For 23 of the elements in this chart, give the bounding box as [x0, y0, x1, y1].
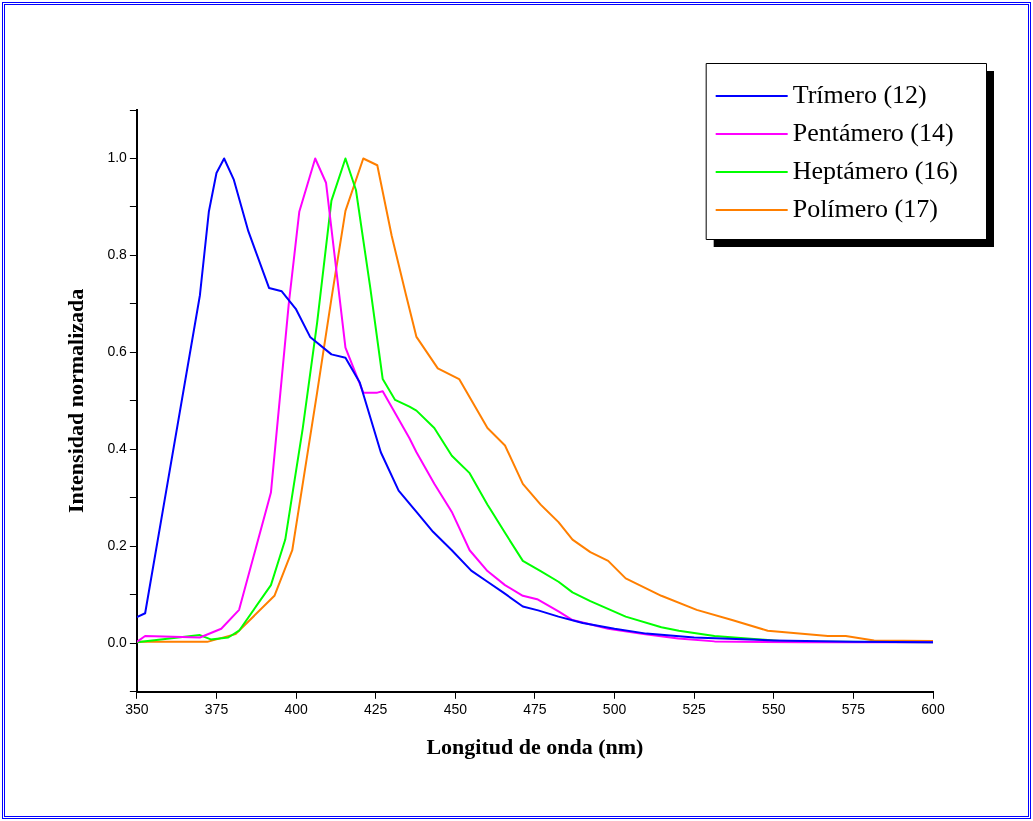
legend-label: Pentámero (14) — [792, 117, 954, 147]
legend-label: Trímero (12) — [792, 79, 927, 109]
y-tick-label: 0.4 — [107, 440, 128, 457]
y-axis-title: Intensidad normalizada — [62, 288, 88, 514]
x-tick-label: 400 — [284, 701, 308, 718]
x-tick-label: 450 — [443, 701, 468, 718]
x-tick-label: 350 — [125, 701, 149, 718]
y-tick-label: 0.0 — [107, 634, 128, 651]
x-tick-label: 375 — [204, 701, 229, 718]
x-tick-label: 525 — [682, 701, 707, 718]
y-tick-label: 1.0 — [107, 149, 128, 166]
x-axis-title: Longitud de onda (nm) — [426, 734, 644, 760]
x-tick-label: 575 — [841, 701, 866, 718]
x-tick-label: 425 — [364, 701, 388, 718]
x-tick-label: 475 — [523, 701, 547, 718]
y-tick-label: 0.6 — [107, 343, 128, 360]
x-tick-label: 550 — [762, 701, 786, 718]
y-tick-label: 0.2 — [107, 537, 128, 554]
x-tick-label: 600 — [921, 701, 945, 718]
y-tick-label: 0.8 — [107, 246, 128, 263]
x-tick-label: 500 — [602, 701, 627, 718]
legend-label: Polímero (17) — [792, 193, 938, 223]
legend-label: Heptámero (16) — [792, 155, 959, 185]
